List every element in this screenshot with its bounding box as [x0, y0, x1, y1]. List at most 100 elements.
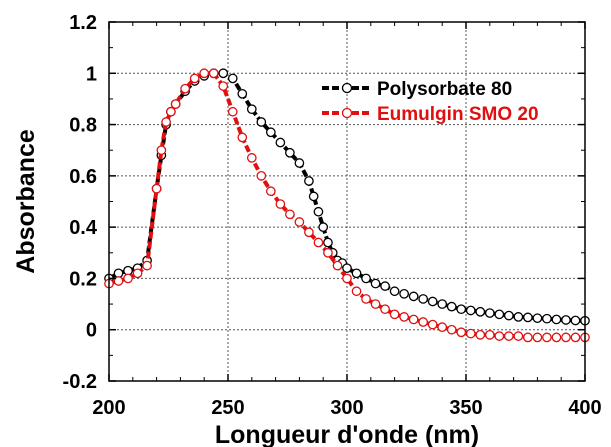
- y-tick-label: 0.4: [69, 217, 98, 239]
- x-tick-label: 350: [449, 397, 482, 419]
- data-point-eumulgin-smo-20: [399, 312, 409, 322]
- x-tick-label: 400: [568, 397, 601, 419]
- data-point-eumulgin-smo-20: [189, 73, 200, 84]
- data-point-polysorbate-80: [446, 301, 457, 312]
- legend-marker-polysorbate-80: [341, 82, 353, 94]
- data-point-polysorbate-80: [227, 73, 238, 84]
- data-point-polysorbate-80: [308, 191, 319, 202]
- data-point-polysorbate-80: [370, 278, 381, 289]
- y-axis-title: Absorbance: [12, 129, 40, 274]
- legend: Polysorbate 80 Eumulgin SMO 20: [322, 79, 539, 125]
- data-point-eumulgin-smo-20: [446, 324, 457, 335]
- data-point-polysorbate-80: [246, 104, 257, 115]
- data-point-eumulgin-smo-20: [161, 117, 171, 127]
- data-point-polysorbate-80: [389, 286, 400, 297]
- data-point-eumulgin-smo-20: [408, 314, 419, 325]
- data-point-polysorbate-80: [285, 147, 295, 158]
- data-point-eumulgin-smo-20: [304, 227, 314, 238]
- x-axis-title: Longueur d'onde (nm): [215, 421, 479, 447]
- data-point-eumulgin-smo-20: [513, 331, 524, 341]
- data-point-polysorbate-80: [484, 308, 495, 318]
- data-point-eumulgin-smo-20: [156, 145, 167, 156]
- data-point-eumulgin-smo-20: [123, 273, 133, 284]
- data-point-polysorbate-80: [523, 312, 533, 323]
- data-point-eumulgin-smo-20: [389, 309, 400, 320]
- axis-tick-labels: 200 250 300 350 400 -0.2 0 0.2 0.4 0.6 0.8 1 1.2: [63, 12, 602, 419]
- data-point-eumulgin-smo-20: [523, 332, 533, 343]
- data-point-polysorbate-80: [342, 263, 352, 274]
- x-tick-label: 300: [330, 397, 363, 419]
- data-point-eumulgin-smo-20: [542, 332, 552, 343]
- y-tick-label: 1.2: [69, 12, 97, 34]
- data-point-eumulgin-smo-20: [166, 106, 176, 117]
- data-point-eumulgin-smo-20: [370, 299, 381, 309]
- data-point-eumulgin-smo-20: [418, 317, 429, 327]
- y-tick-label: 0.8: [69, 115, 97, 137]
- data-point-eumulgin-smo-20: [437, 322, 448, 332]
- data-point-eumulgin-smo-20: [199, 68, 210, 79]
- y-tick-label: -0.2: [63, 371, 97, 393]
- data-point-eumulgin-smo-20: [532, 332, 543, 343]
- data-point-eumulgin-smo-20: [132, 268, 143, 279]
- legend-marker-eumulgin-smo-20: [341, 107, 353, 119]
- data-point-eumulgin-smo-20: [361, 294, 371, 304]
- data-point-eumulgin-smo-20: [142, 260, 152, 271]
- data-point-polysorbate-80: [399, 288, 409, 299]
- data-point-polysorbate-80: [408, 291, 419, 302]
- y-tick-label: 0: [86, 320, 97, 342]
- data-point-polysorbate-80: [456, 304, 467, 315]
- data-point-eumulgin-smo-20: [246, 153, 257, 163]
- y-tick-label: 1: [86, 63, 97, 85]
- data-point-polysorbate-80: [570, 315, 581, 326]
- y-tick-label: 0.2: [69, 268, 97, 290]
- data-point-eumulgin-smo-20: [265, 186, 276, 197]
- data-point-polysorbate-80: [561, 315, 571, 325]
- data-point-eumulgin-smo-20: [561, 332, 571, 343]
- data-point-polysorbate-80: [361, 273, 371, 284]
- data-point-eumulgin-smo-20: [170, 99, 181, 109]
- data-point-polysorbate-80: [294, 158, 305, 168]
- data-point-polysorbate-80: [418, 294, 429, 304]
- data-point-polysorbate-80: [313, 206, 324, 217]
- data-point-polysorbate-80: [513, 312, 524, 322]
- data-point-polysorbate-80: [323, 237, 333, 248]
- data-point-eumulgin-smo-20: [456, 327, 467, 338]
- data-point-eumulgin-smo-20: [427, 319, 438, 330]
- data-point-polysorbate-80: [318, 222, 329, 232]
- data-point-polysorbate-80: [542, 313, 552, 324]
- data-point-eumulgin-smo-20: [332, 260, 343, 271]
- data-point-polysorbate-80: [465, 305, 476, 316]
- data-point-polysorbate-80: [304, 176, 314, 186]
- data-point-polysorbate-80: [265, 127, 276, 138]
- data-point-polysorbate-80: [351, 268, 362, 279]
- legend-entry-eumulgin-smo-20: Eumulgin SMO 20: [322, 104, 539, 125]
- data-point-polysorbate-80: [218, 68, 229, 79]
- data-point-eumulgin-smo-20: [351, 286, 362, 297]
- data-point-eumulgin-smo-20: [475, 329, 486, 340]
- data-point-eumulgin-smo-20: [294, 217, 305, 227]
- data-point-eumulgin-smo-20: [208, 68, 219, 79]
- y-tick-label: 0.6: [69, 166, 97, 188]
- data-point-eumulgin-smo-20: [342, 273, 352, 284]
- data-point-polysorbate-80: [437, 299, 448, 309]
- legend-label-polysorbate-80: Polysorbate 80: [377, 79, 512, 100]
- data-point-eumulgin-smo-20: [113, 276, 124, 286]
- data-point-eumulgin-smo-20: [256, 171, 267, 181]
- data-point-polysorbate-80: [275, 137, 286, 148]
- x-tick-label: 250: [211, 397, 244, 419]
- data-point-eumulgin-smo-20: [218, 81, 229, 91]
- data-point-eumulgin-smo-20: [237, 132, 248, 143]
- data-point-polysorbate-80: [532, 313, 543, 324]
- data-point-polysorbate-80: [494, 309, 505, 320]
- data-point-polysorbate-80: [503, 310, 514, 321]
- data-point-eumulgin-smo-20: [275, 199, 286, 209]
- x-tick-label: 200: [92, 397, 125, 419]
- data-point-eumulgin-smo-20: [180, 83, 191, 94]
- data-point-polysorbate-80: [256, 117, 267, 127]
- data-point-eumulgin-smo-20: [313, 237, 324, 248]
- data-point-eumulgin-smo-20: [380, 304, 390, 315]
- data-point-polysorbate-80: [380, 281, 390, 291]
- data-point-eumulgin-smo-20: [323, 247, 333, 258]
- data-point-eumulgin-smo-20: [570, 332, 581, 343]
